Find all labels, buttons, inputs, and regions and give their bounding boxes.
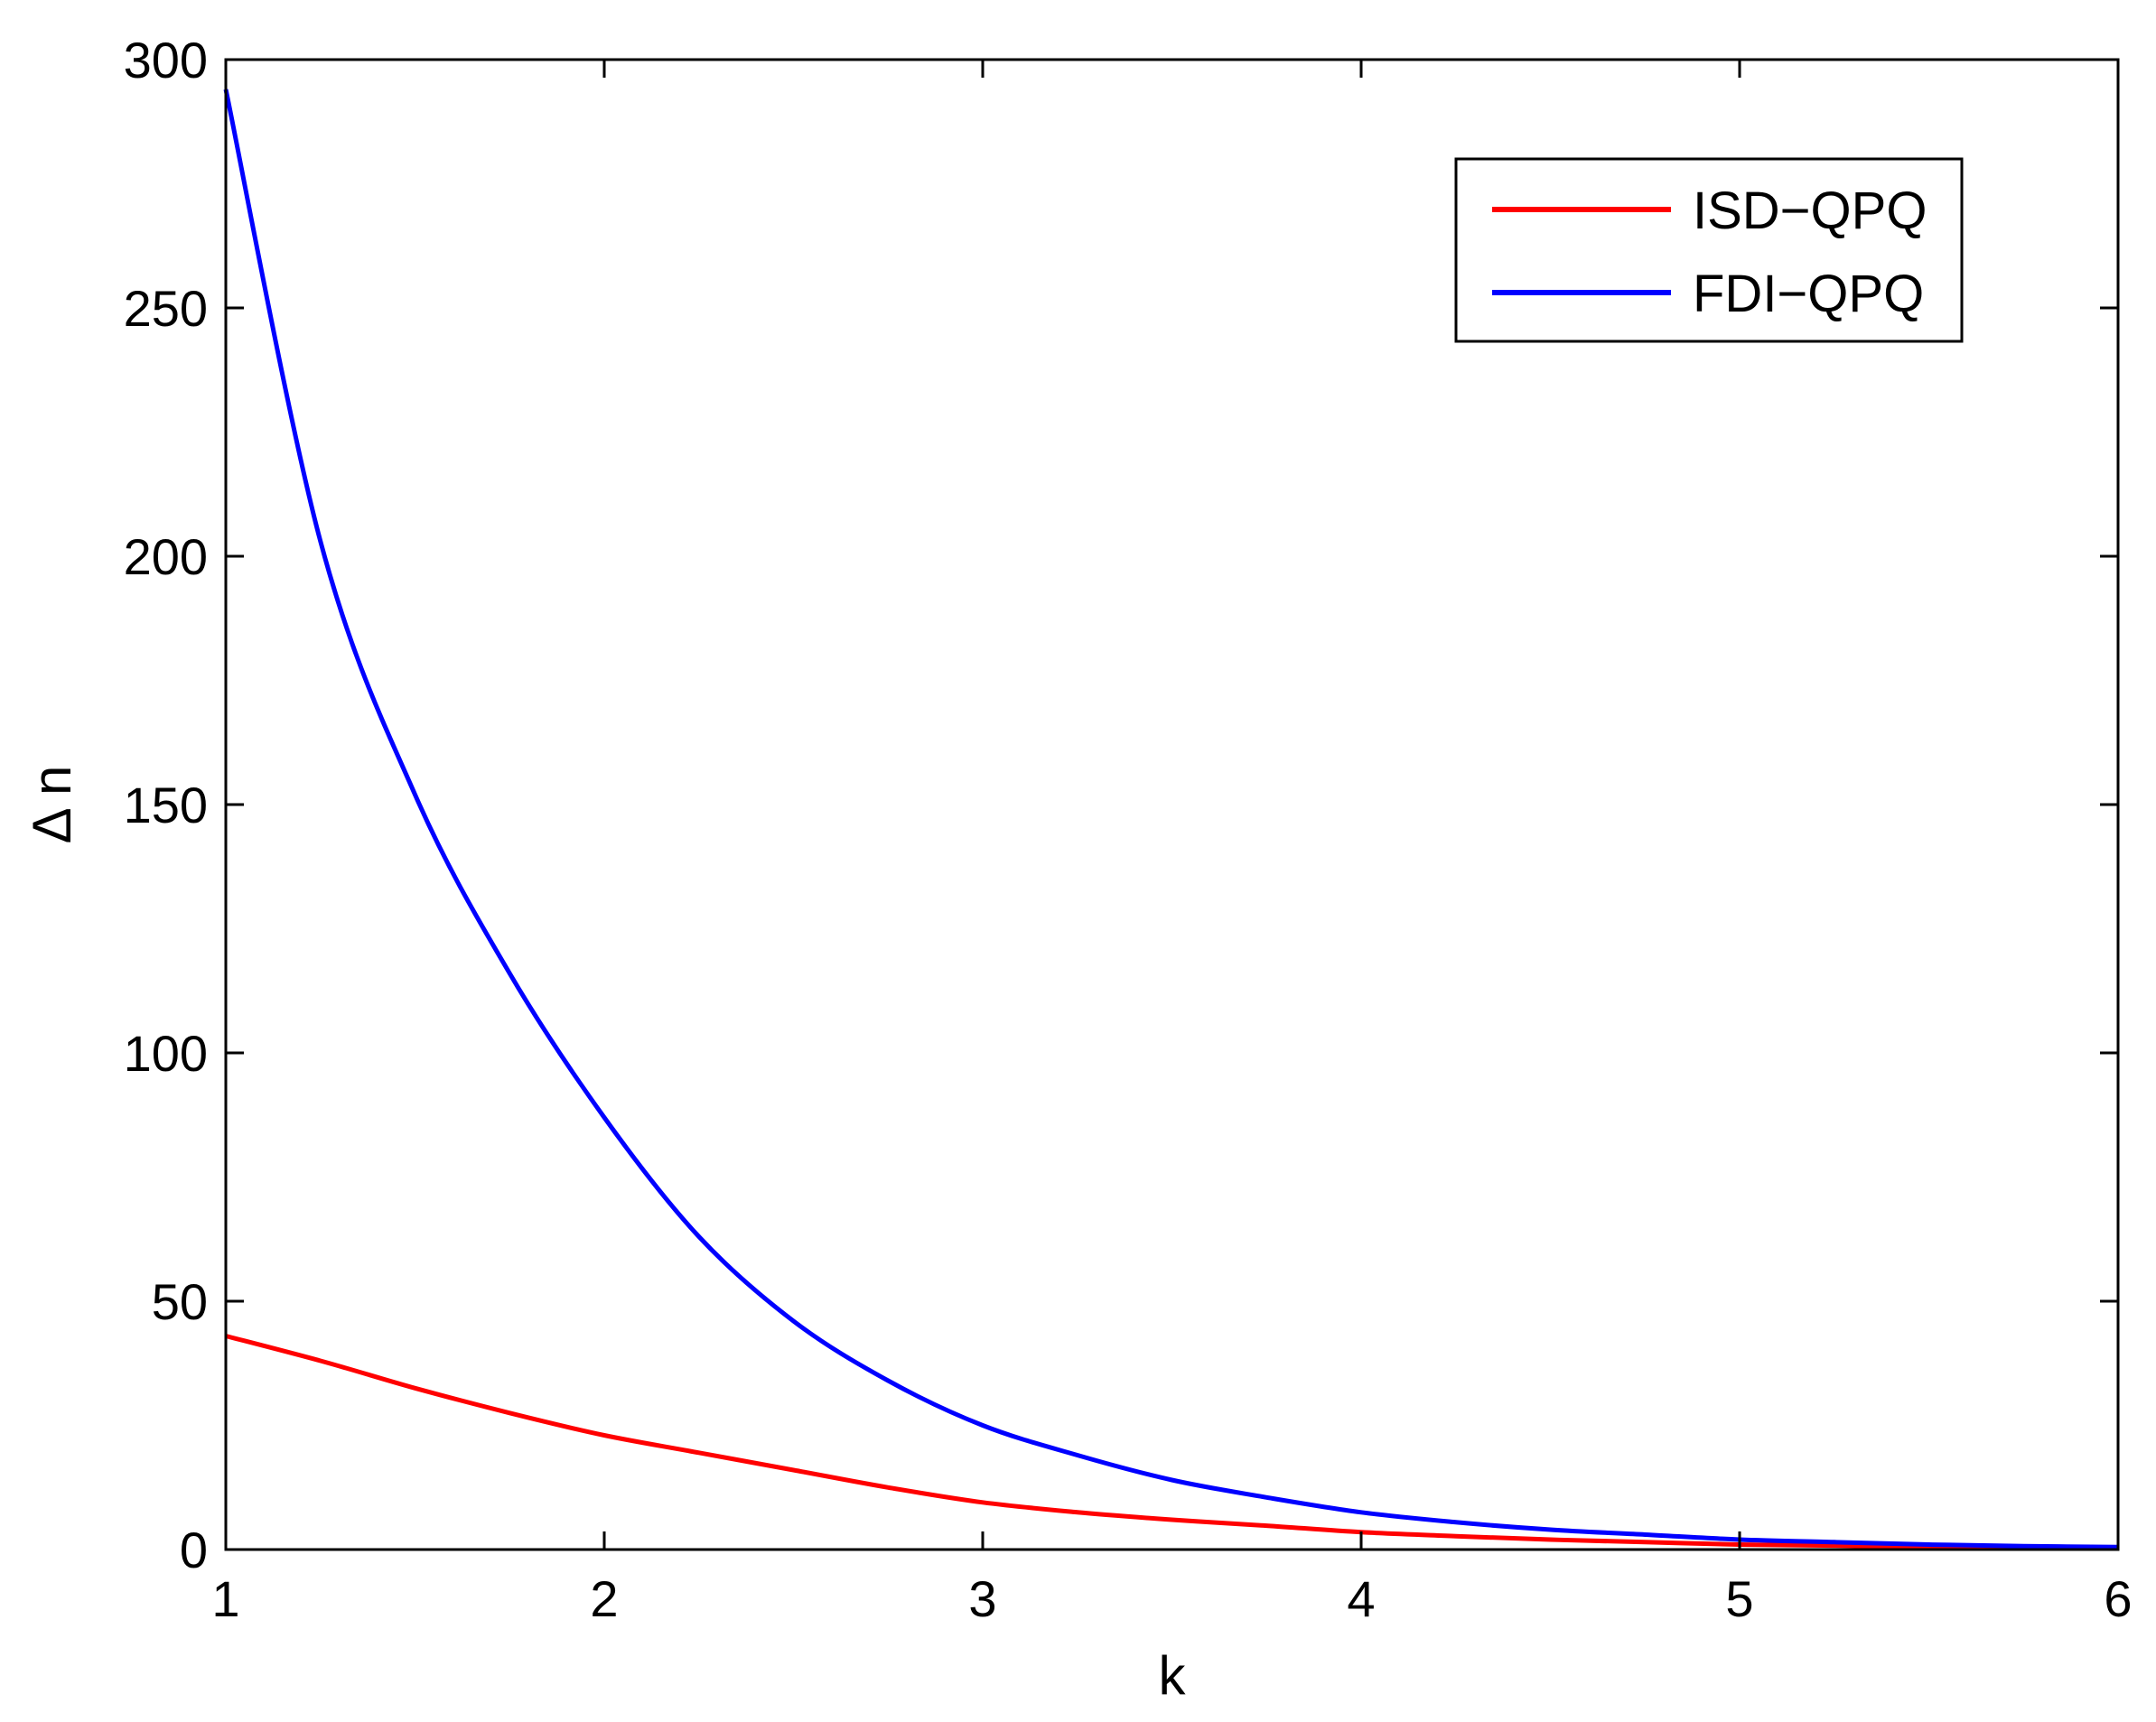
x-tick-label: 2	[590, 1570, 618, 1627]
legend-label-fdi-qpq: FDI−QPQ	[1693, 265, 1924, 323]
y-tick-label: 300	[124, 32, 208, 88]
x-tick-label: 3	[968, 1570, 996, 1627]
y-tick-label: 250	[124, 280, 208, 337]
y-axis-label: Δ n	[22, 766, 82, 844]
y-tick-label: 150	[124, 777, 208, 833]
x-tick-label: 1	[211, 1570, 239, 1627]
y-tick-label: 100	[124, 1025, 208, 1082]
x-tick-label: 5	[1725, 1570, 1753, 1627]
x-tick-label: 4	[1347, 1570, 1375, 1627]
series-layer	[223, 88, 2119, 1550]
x-axis-label: k	[1159, 1645, 1187, 1706]
legend-label-isd-qpq: ISD−QPQ	[1693, 182, 1927, 240]
series-line-1	[223, 88, 2119, 1550]
y-tick-label: 50	[152, 1273, 208, 1330]
y-tick-label: 0	[180, 1522, 208, 1578]
legend: ISD−QPQ FDI−QPQ	[1454, 157, 1964, 343]
x-tick-label: 6	[2104, 1570, 2132, 1627]
y-tick-label: 200	[124, 528, 208, 585]
plot-frame	[224, 58, 2120, 1551]
legend-box	[1454, 157, 1964, 343]
ticks-layer: 1 2 3 4 5 6 0 50 100 150 200 250 300	[124, 32, 2133, 1627]
series-line-0	[225, 1334, 2119, 1550]
